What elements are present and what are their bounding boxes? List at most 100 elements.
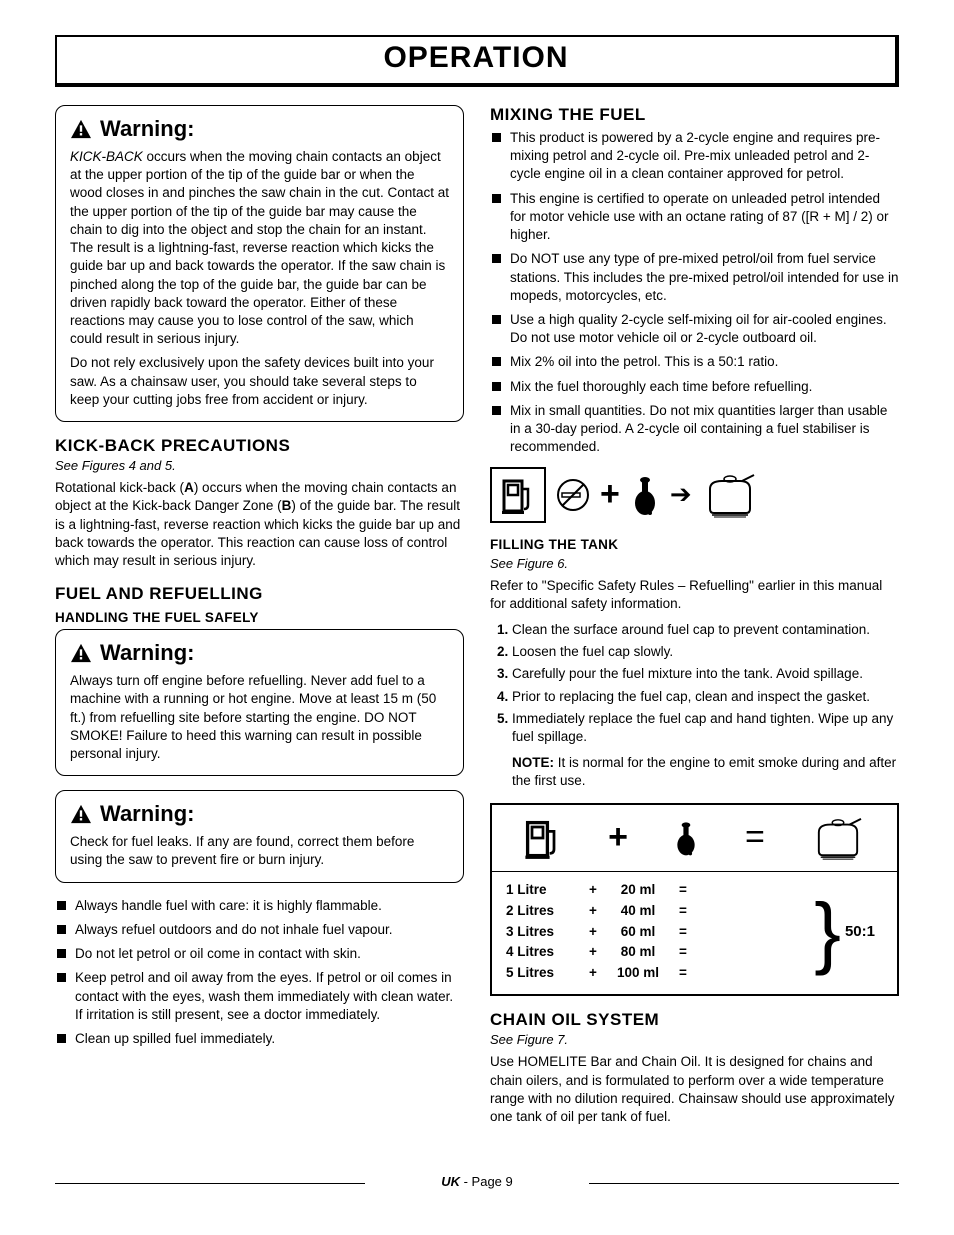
right-column: MIXING THE FUEL This product is powered … <box>490 105 899 1134</box>
warning-header: Warning: <box>70 640 449 666</box>
equals-symbol: = <box>668 901 698 922</box>
heading-mixing-fuel: MIXING THE FUEL <box>490 105 899 125</box>
body-text: Rotational kick-back (A) occurs when the… <box>55 479 464 570</box>
mix-table-row: 3 Litres+60 ml= <box>506 922 810 943</box>
warning-header: Warning: <box>70 116 449 142</box>
fuel-pump-icon <box>523 816 563 860</box>
warning-paragraph: Check for fuel leaks. If any are found, … <box>70 833 449 869</box>
fuel-pump-icon <box>490 467 546 523</box>
mix-table-row: 2 Litres+40 ml= <box>506 901 810 922</box>
oil-amount: 20 ml <box>608 880 668 901</box>
footer-country: UK <box>441 1174 460 1189</box>
warning-paragraph: Do not rely exclusively upon the safety … <box>70 354 449 409</box>
mix-rows: 1 Litre+20 ml=2 Litres+40 ml=3 Litres+60… <box>506 880 810 985</box>
list-item: Keep petrol and oil away from the eyes. … <box>55 969 464 1024</box>
plus-symbol: + <box>578 922 608 943</box>
plus-symbol: + <box>578 901 608 922</box>
filling-steps-list: Clean the surface around fuel cap to pre… <box>490 621 899 746</box>
mix-table-row: 5 Litres+100 ml= <box>506 963 810 984</box>
note-text: NOTE: It is normal for the engine to emi… <box>512 754 899 790</box>
footer-rule <box>589 1183 899 1184</box>
equals-symbol: = <box>668 922 698 943</box>
body-text: Refer to "Specific Safety Rules – Refuel… <box>490 577 899 613</box>
warning-label: Warning: <box>100 116 195 142</box>
figure-reference: See Figures 4 and 5. <box>55 458 464 473</box>
oil-amount: 100 ml <box>608 963 668 984</box>
mix-table-icon-header: + = <box>492 805 897 872</box>
figure-reference: See Figure 7. <box>490 1032 899 1047</box>
petrol-amount: 3 Litres <box>506 922 578 943</box>
plus-symbol: + <box>578 880 608 901</box>
petrol-amount: 2 Litres <box>506 901 578 922</box>
list-item: Loosen the fuel cap slowly. <box>512 643 899 661</box>
warning-triangle-icon <box>70 804 92 824</box>
subheading-filling-tank: FILLING THE TANK <box>490 537 899 552</box>
equals-symbol: = <box>668 880 698 901</box>
warning-box-refuel: Warning: Always turn off engine before r… <box>55 629 464 776</box>
list-item: Mix 2% oil into the petrol. This is a 50… <box>490 353 899 371</box>
warning-label: Warning: <box>100 640 195 666</box>
list-item: This product is powered by a 2-cycle eng… <box>490 129 899 184</box>
mix-ratio-value: 50:1 <box>845 923 883 940</box>
petrol-amount: 4 Litres <box>506 942 578 963</box>
heading-fuel-refuelling: FUEL AND REFUELLING <box>55 584 464 604</box>
footer-rule <box>55 1183 365 1184</box>
subheading-handling-fuel: HANDLING THE FUEL SAFELY <box>55 610 464 625</box>
plus-icon: + <box>608 818 628 857</box>
plus-icon: + <box>600 475 620 514</box>
fuel-can-icon <box>702 471 758 519</box>
petrol-amount: 5 Litres <box>506 963 578 984</box>
equals-icon: = <box>745 818 765 857</box>
oil-amount: 40 ml <box>608 901 668 922</box>
warning-box-kickback: Warning: KICK-BACK occurs when the movin… <box>55 105 464 422</box>
list-item: Do not let petrol or oil come in contact… <box>55 945 464 963</box>
oil-bottle-icon <box>673 818 699 858</box>
fuel-safety-list: Always handle fuel with care: it is high… <box>55 897 464 1049</box>
heading-kickback-precautions: KICK-BACK PRECAUTIONS <box>55 436 464 456</box>
plus-symbol: + <box>578 942 608 963</box>
figure-reference: See Figure 6. <box>490 556 899 571</box>
section-title: OPERATION <box>57 41 895 75</box>
list-item: Clean up spilled fuel immediately. <box>55 1030 464 1048</box>
warning-label: Warning: <box>100 801 195 827</box>
list-item: Clean the surface around fuel cap to pre… <box>512 621 899 639</box>
equals-symbol: = <box>668 963 698 984</box>
plus-symbol: + <box>578 963 608 984</box>
mix-table-row: 4 Litres+80 ml= <box>506 942 810 963</box>
warning-box-leaks: Warning: Check for fuel leaks. If any ar… <box>55 790 464 882</box>
warning-header: Warning: <box>70 801 449 827</box>
brace-icon: } <box>810 892 845 972</box>
list-item: Do NOT use any type of pre-mixed petrol/… <box>490 250 899 305</box>
arrow-right-icon: ➔ <box>670 479 692 510</box>
mixing-diagram-row: + ➔ <box>490 467 899 523</box>
mix-table-row: 1 Litre+20 ml= <box>506 880 810 901</box>
list-item: Mix the fuel thoroughly each time before… <box>490 378 899 396</box>
mixing-fuel-list: This product is powered by a 2-cycle eng… <box>490 129 899 457</box>
list-item: Immediately replace the fuel cap and han… <box>512 710 899 746</box>
list-item: Prior to replacing the fuel cap, clean a… <box>512 688 899 706</box>
list-item: Always handle fuel with care: it is high… <box>55 897 464 915</box>
page: OPERATION Warning: KICK-BACK occurs when… <box>0 0 954 1219</box>
mix-ratio-table: + = 1 Litre+20 ml=2 Litres+40 ml=3 Litre… <box>490 803 899 997</box>
equals-symbol: = <box>668 942 698 963</box>
body-text: Use HOMELITE Bar and Chain Oil. It is de… <box>490 1053 899 1126</box>
footer-page-number: - Page 9 <box>460 1174 513 1189</box>
two-column-layout: Warning: KICK-BACK occurs when the movin… <box>55 105 899 1134</box>
list-item: Use a high quality 2-cycle self-mixing o… <box>490 311 899 347</box>
no-smoking-icon <box>556 478 590 512</box>
oil-amount: 60 ml <box>608 922 668 943</box>
page-footer: UK - Page 9 <box>55 1174 899 1189</box>
list-item: Mix in small quantities. Do not mix quan… <box>490 402 899 457</box>
warning-paragraph: KICK-BACK occurs when the moving chain c… <box>70 148 449 348</box>
oil-amount: 80 ml <box>608 942 668 963</box>
warning-triangle-icon <box>70 119 92 139</box>
warning-paragraph: Always turn off engine before refuelling… <box>70 672 449 763</box>
list-item: Always refuel outdoors and do not inhale… <box>55 921 464 939</box>
left-column: Warning: KICK-BACK occurs when the movin… <box>55 105 464 1134</box>
warning-triangle-icon <box>70 643 92 663</box>
heading-chain-oil: CHAIN OIL SYSTEM <box>490 1010 899 1030</box>
petrol-amount: 1 Litre <box>506 880 578 901</box>
section-title-box: OPERATION <box>55 35 899 87</box>
list-item: Carefully pour the fuel mixture into the… <box>512 665 899 683</box>
fuel-can-icon <box>810 815 866 861</box>
